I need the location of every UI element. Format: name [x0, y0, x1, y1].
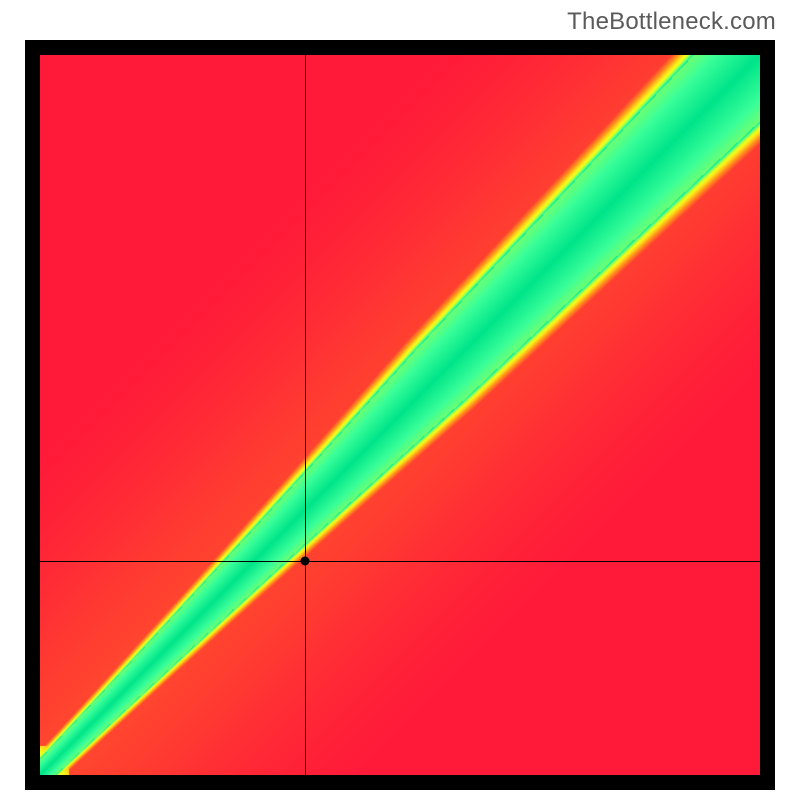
- crosshair-horizontal: [40, 561, 760, 562]
- crosshair-vertical: [305, 55, 306, 775]
- crosshair-marker-dot: [300, 557, 309, 566]
- heatmap-canvas: [40, 55, 760, 775]
- plot-area: [40, 55, 760, 775]
- plot-frame: [25, 40, 775, 790]
- root-container: TheBottleneck.com: [0, 0, 800, 800]
- watermark-text: TheBottleneck.com: [567, 8, 776, 36]
